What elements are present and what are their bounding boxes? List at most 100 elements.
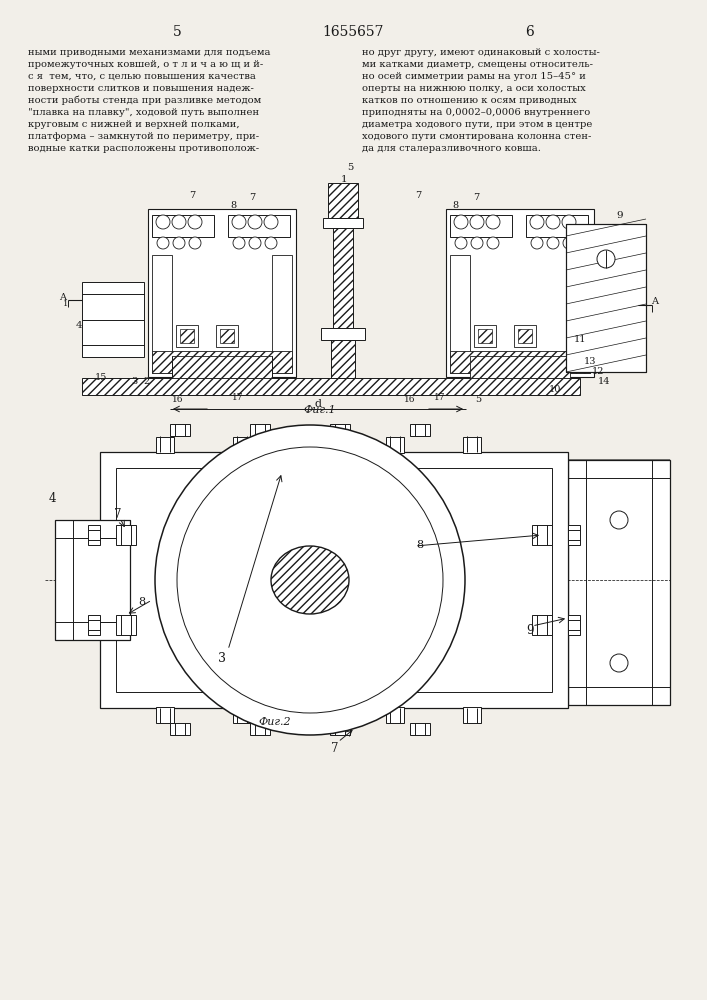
Text: 5: 5 [475,394,481,403]
Circle shape [248,215,262,229]
Text: 7: 7 [332,742,339,754]
Bar [176,325,198,347]
Bar [514,325,536,347]
Circle shape [610,654,628,672]
Bar [446,209,594,377]
Circle shape [156,215,170,229]
Bar [152,215,214,237]
Bar [526,215,588,237]
Bar [220,329,234,343]
Bar [568,460,670,705]
Bar [309,707,327,723]
Circle shape [597,250,615,268]
Bar [330,424,350,436]
Bar [568,615,580,635]
Text: 4: 4 [76,320,82,330]
Text: 1: 1 [315,561,322,571]
Bar [116,615,136,635]
Bar [470,356,570,378]
Ellipse shape [271,546,349,614]
Bar [152,255,172,373]
Bar [228,215,290,237]
Circle shape [471,237,483,249]
Text: 7: 7 [189,190,195,200]
Bar [323,218,363,228]
Bar [172,356,272,378]
Text: A: A [59,292,66,302]
Polygon shape [568,460,670,478]
Text: 5: 5 [347,162,354,172]
Circle shape [157,237,169,249]
Bar [82,282,144,357]
Text: 1: 1 [64,300,69,308]
Bar [309,437,327,453]
Circle shape [610,511,628,529]
Text: 5: 5 [173,25,182,39]
Bar [410,424,430,436]
Bar [152,351,292,373]
Circle shape [232,215,246,229]
Text: 1: 1 [341,176,347,184]
Bar [566,224,646,372]
Text: 17: 17 [434,393,445,402]
Text: 13: 13 [584,358,596,366]
Bar [233,437,251,453]
Bar [386,707,404,723]
Circle shape [563,237,575,249]
Bar [170,424,190,436]
Bar [233,707,251,723]
Bar [88,525,100,545]
Bar [518,329,532,343]
Text: 7: 7 [415,190,421,200]
Text: 10: 10 [549,384,561,393]
Text: 3: 3 [218,652,226,664]
Text: 1655657: 1655657 [322,25,384,39]
Text: 8: 8 [416,540,423,550]
Text: 7: 7 [473,192,479,202]
Bar [156,437,174,453]
Circle shape [455,237,467,249]
Text: 9: 9 [526,624,534,637]
Bar [100,452,568,708]
Bar [474,325,496,347]
Circle shape [265,237,277,249]
Circle shape [547,237,559,249]
Bar [450,255,470,373]
Bar [331,340,355,378]
Text: 7: 7 [249,192,255,202]
Circle shape [454,215,468,229]
Bar [532,525,552,545]
Text: 7: 7 [115,508,122,522]
Bar [328,183,358,218]
Bar [463,437,481,453]
Bar [116,468,552,692]
Circle shape [249,237,261,249]
Bar [250,723,270,735]
Text: d: d [315,399,322,409]
Circle shape [233,237,245,249]
Circle shape [531,237,543,249]
Bar [450,215,512,237]
Circle shape [487,237,499,249]
Text: 4: 4 [48,491,56,504]
Bar [410,723,430,735]
Bar [250,424,270,436]
Bar [55,520,130,640]
Bar [82,378,580,395]
Circle shape [188,215,202,229]
Bar [330,723,350,735]
Text: 8: 8 [452,200,458,210]
Circle shape [173,237,185,249]
Text: но друг другу, имеют одинаковый с холосты-
ми катками диаметр, смещены относител: но друг другу, имеют одинаковый с холост… [362,48,600,153]
Bar [180,329,194,343]
Text: Фиг.1: Фиг.1 [304,405,337,415]
Bar [532,615,552,635]
Text: A: A [651,298,658,306]
Bar [170,723,190,735]
Bar [568,525,580,545]
Text: ными приводными механизмами для подъема
промежуточных ковшей, о т л и ч а ю щ и : ными приводными механизмами для подъема … [28,48,271,153]
Bar [321,328,365,340]
Text: 16: 16 [404,395,416,404]
Text: 3: 3 [131,376,137,385]
Circle shape [172,215,186,229]
